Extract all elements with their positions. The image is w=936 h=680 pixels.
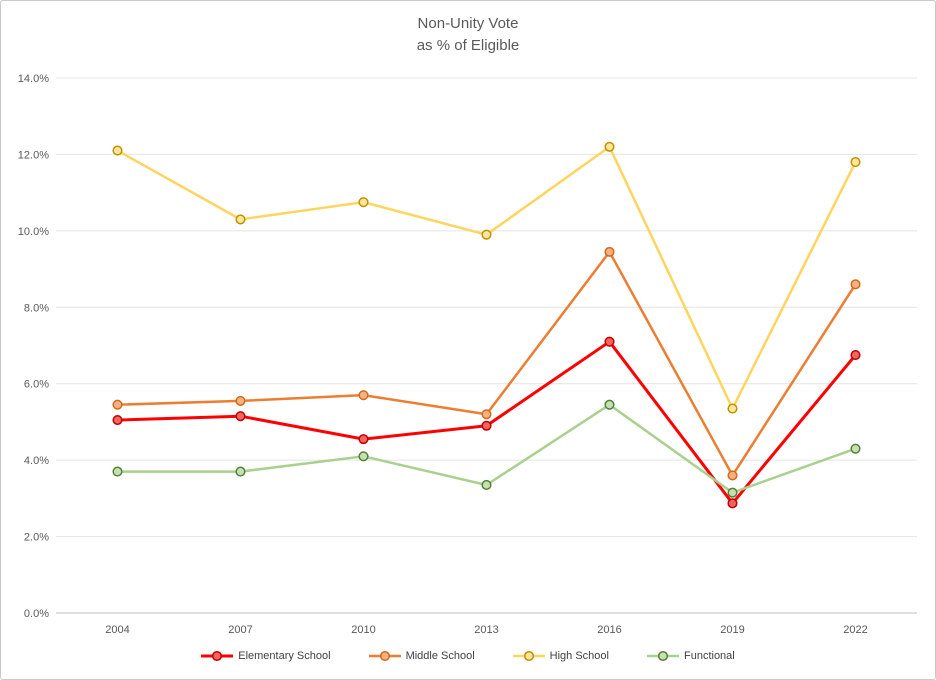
legend-marker-middle-school-icon: [368, 650, 401, 662]
legend-label: Middle School: [405, 650, 475, 662]
legend-marker-elementary-school-icon: [201, 650, 234, 662]
data-point-marker-high-school: [604, 141, 615, 152]
y-axis-tick-label: 8.0%: [24, 302, 49, 314]
data-point-marker-middle-school: [604, 246, 615, 257]
data-point-marker-middle-school: [112, 399, 123, 410]
data-point-marker-elementary-school: [358, 434, 369, 445]
x-axis-category-label: 2007: [228, 624, 252, 636]
data-point-marker-high-school: [358, 197, 369, 208]
legend-marker-high-school-icon: [512, 650, 545, 662]
data-point-marker-functional: [481, 479, 492, 491]
data-point-marker-functional: [850, 443, 861, 454]
x-axis-category-label: 2010: [351, 624, 375, 636]
data-point-marker-middle-school: [727, 470, 738, 481]
x-axis-category-label: 2022: [843, 624, 867, 636]
x-axis-category-label: 2013: [474, 624, 498, 636]
y-axis-tick-label: 0.0%: [24, 608, 49, 620]
data-point-marker-elementary-school: [850, 350, 861, 361]
y-axis-tick-label: 14.0%: [18, 73, 49, 85]
legend-label: Functional: [683, 650, 735, 662]
y-axis-tick-label: 6.0%: [24, 379, 49, 391]
x-axis-category-label: 2016: [597, 624, 621, 636]
chart-legend: Elementary School Middle School High Schoo…: [1, 644, 935, 668]
legend-marker-functional-icon: [646, 650, 679, 662]
y-axis-tick-label: 2.0%: [24, 532, 49, 544]
data-point-marker-functional: [727, 487, 738, 498]
legend-label: High School: [549, 650, 609, 662]
data-point-marker-high-school: [481, 229, 492, 240]
data-point-marker-middle-school: [358, 390, 369, 401]
series-line-high-school: [116, 145, 857, 410]
x-axis-category-label: 2019: [720, 624, 744, 636]
data-point-marker-elementary-school: [235, 411, 246, 422]
legend-label: Elementary School: [238, 650, 331, 662]
legend-item-functional: Functional: [646, 650, 735, 662]
data-point-marker-high-school: [850, 157, 861, 168]
data-point-marker-functional: [235, 466, 246, 477]
data-point-marker-high-school: [235, 214, 246, 225]
data-point-marker-elementary-school: [112, 414, 123, 426]
legend-item-high-school: High School: [512, 650, 609, 662]
data-point-marker-middle-school: [235, 395, 246, 406]
y-axis-tick-label: 12.0%: [18, 149, 49, 161]
data-point-marker-elementary-school: [481, 420, 492, 431]
legend-item-elementary-school: Elementary School: [201, 650, 331, 662]
y-axis-tick-label: 4.0%: [24, 455, 49, 467]
data-point-marker-elementary-school: [727, 498, 738, 509]
y-axis-tick-label: 10.0%: [18, 226, 49, 238]
data-point-marker-middle-school: [481, 409, 492, 420]
data-point-marker-middle-school: [850, 279, 861, 290]
data-point-marker-functional: [112, 466, 123, 477]
data-point-marker-elementary-school: [604, 336, 615, 347]
data-point-marker-functional: [358, 451, 369, 462]
data-point-marker-high-school: [112, 145, 123, 156]
legend-item-middle-school: Middle School: [368, 650, 475, 662]
x-axis-category-label: 2004: [105, 624, 129, 636]
data-point-marker-functional: [604, 399, 615, 410]
data-point-marker-high-school: [727, 403, 738, 414]
series-line-middle-school: [116, 250, 857, 477]
